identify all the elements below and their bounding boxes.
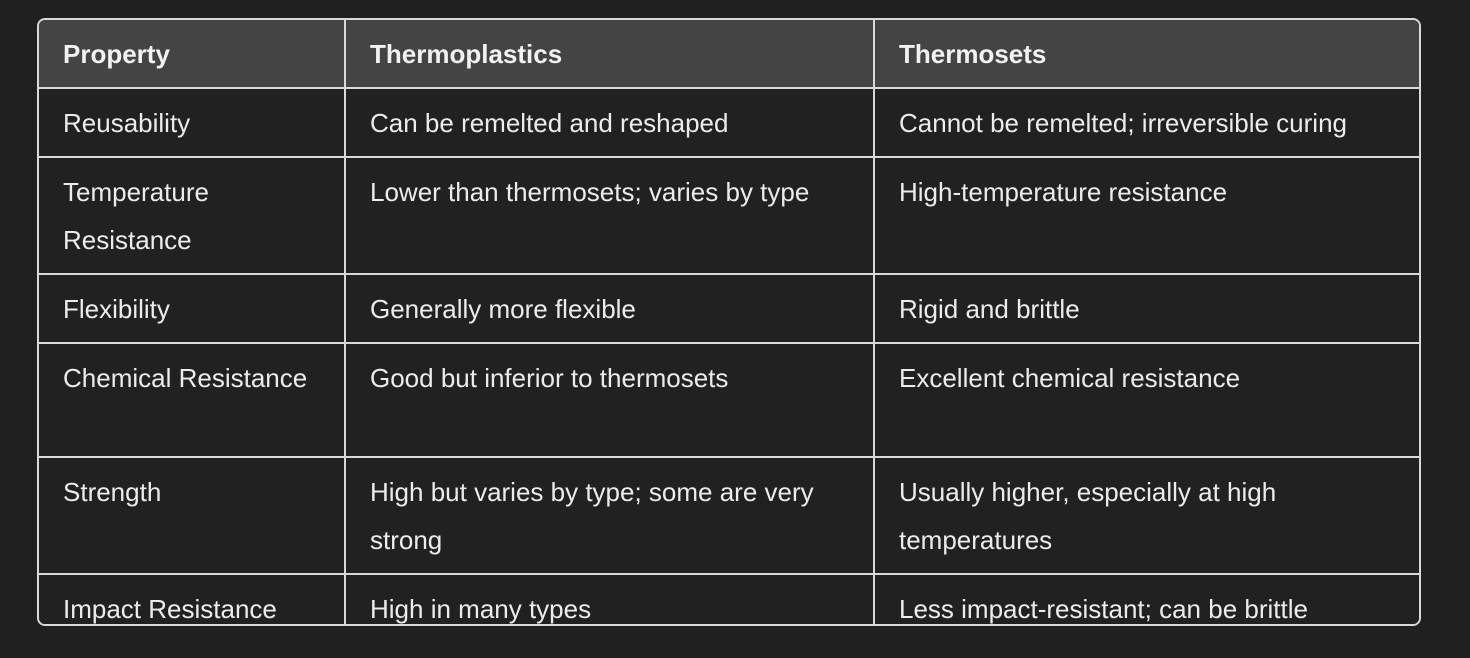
header-property: Property bbox=[39, 20, 346, 89]
table-row: Reusability Can be remelted and reshaped… bbox=[39, 88, 1419, 158]
table-row: Impact Resistance High in many types Les… bbox=[39, 574, 1419, 624]
cell-thermoplastics: Generally more flexible bbox=[345, 274, 875, 344]
cell-property: Strength bbox=[39, 457, 346, 575]
cell-thermoplastics: Can be remelted and reshaped bbox=[345, 88, 875, 158]
cell-property: Chemical Resistance bbox=[39, 343, 346, 458]
cell-thermoplastics: High but varies by type; some are very s… bbox=[345, 457, 875, 575]
cell-thermosets: High-temperature resistance bbox=[874, 157, 1419, 275]
comparison-table-container: Property Thermoplastics Thermosets Reusa… bbox=[37, 18, 1421, 626]
cell-property: Reusability bbox=[39, 88, 346, 158]
table-row: Strength High but varies by type; some a… bbox=[39, 457, 1419, 575]
comparison-table: Property Thermoplastics Thermosets Reusa… bbox=[39, 20, 1419, 624]
header-thermosets: Thermosets bbox=[874, 20, 1419, 89]
cell-thermoplastics: Lower than thermosets; varies by type bbox=[345, 157, 875, 275]
header-thermoplastics: Thermoplastics bbox=[345, 20, 875, 89]
cell-thermosets: Excellent chemical resistance bbox=[874, 343, 1419, 458]
cell-thermoplastics: Good but inferior to thermosets bbox=[345, 343, 875, 458]
table-header-row: Property Thermoplastics Thermosets bbox=[39, 20, 1419, 89]
cell-thermoplastics: High in many types bbox=[345, 574, 875, 624]
table-row: Chemical Resistance Good but inferior to… bbox=[39, 343, 1419, 458]
cell-property: Temperature Resistance bbox=[39, 157, 346, 275]
cell-property: Flexibility bbox=[39, 274, 346, 344]
cell-thermosets: Cannot be remelted; irreversible curing bbox=[874, 88, 1419, 158]
cell-thermosets: Rigid and brittle bbox=[874, 274, 1419, 344]
table-row: Flexibility Generally more flexible Rigi… bbox=[39, 274, 1419, 344]
table-row: Temperature Resistance Lower than thermo… bbox=[39, 157, 1419, 275]
cell-property: Impact Resistance bbox=[39, 574, 346, 624]
cell-thermosets: Less impact-resistant; can be brittle bbox=[874, 574, 1419, 624]
cell-thermosets: Usually higher, especially at high tempe… bbox=[874, 457, 1419, 575]
